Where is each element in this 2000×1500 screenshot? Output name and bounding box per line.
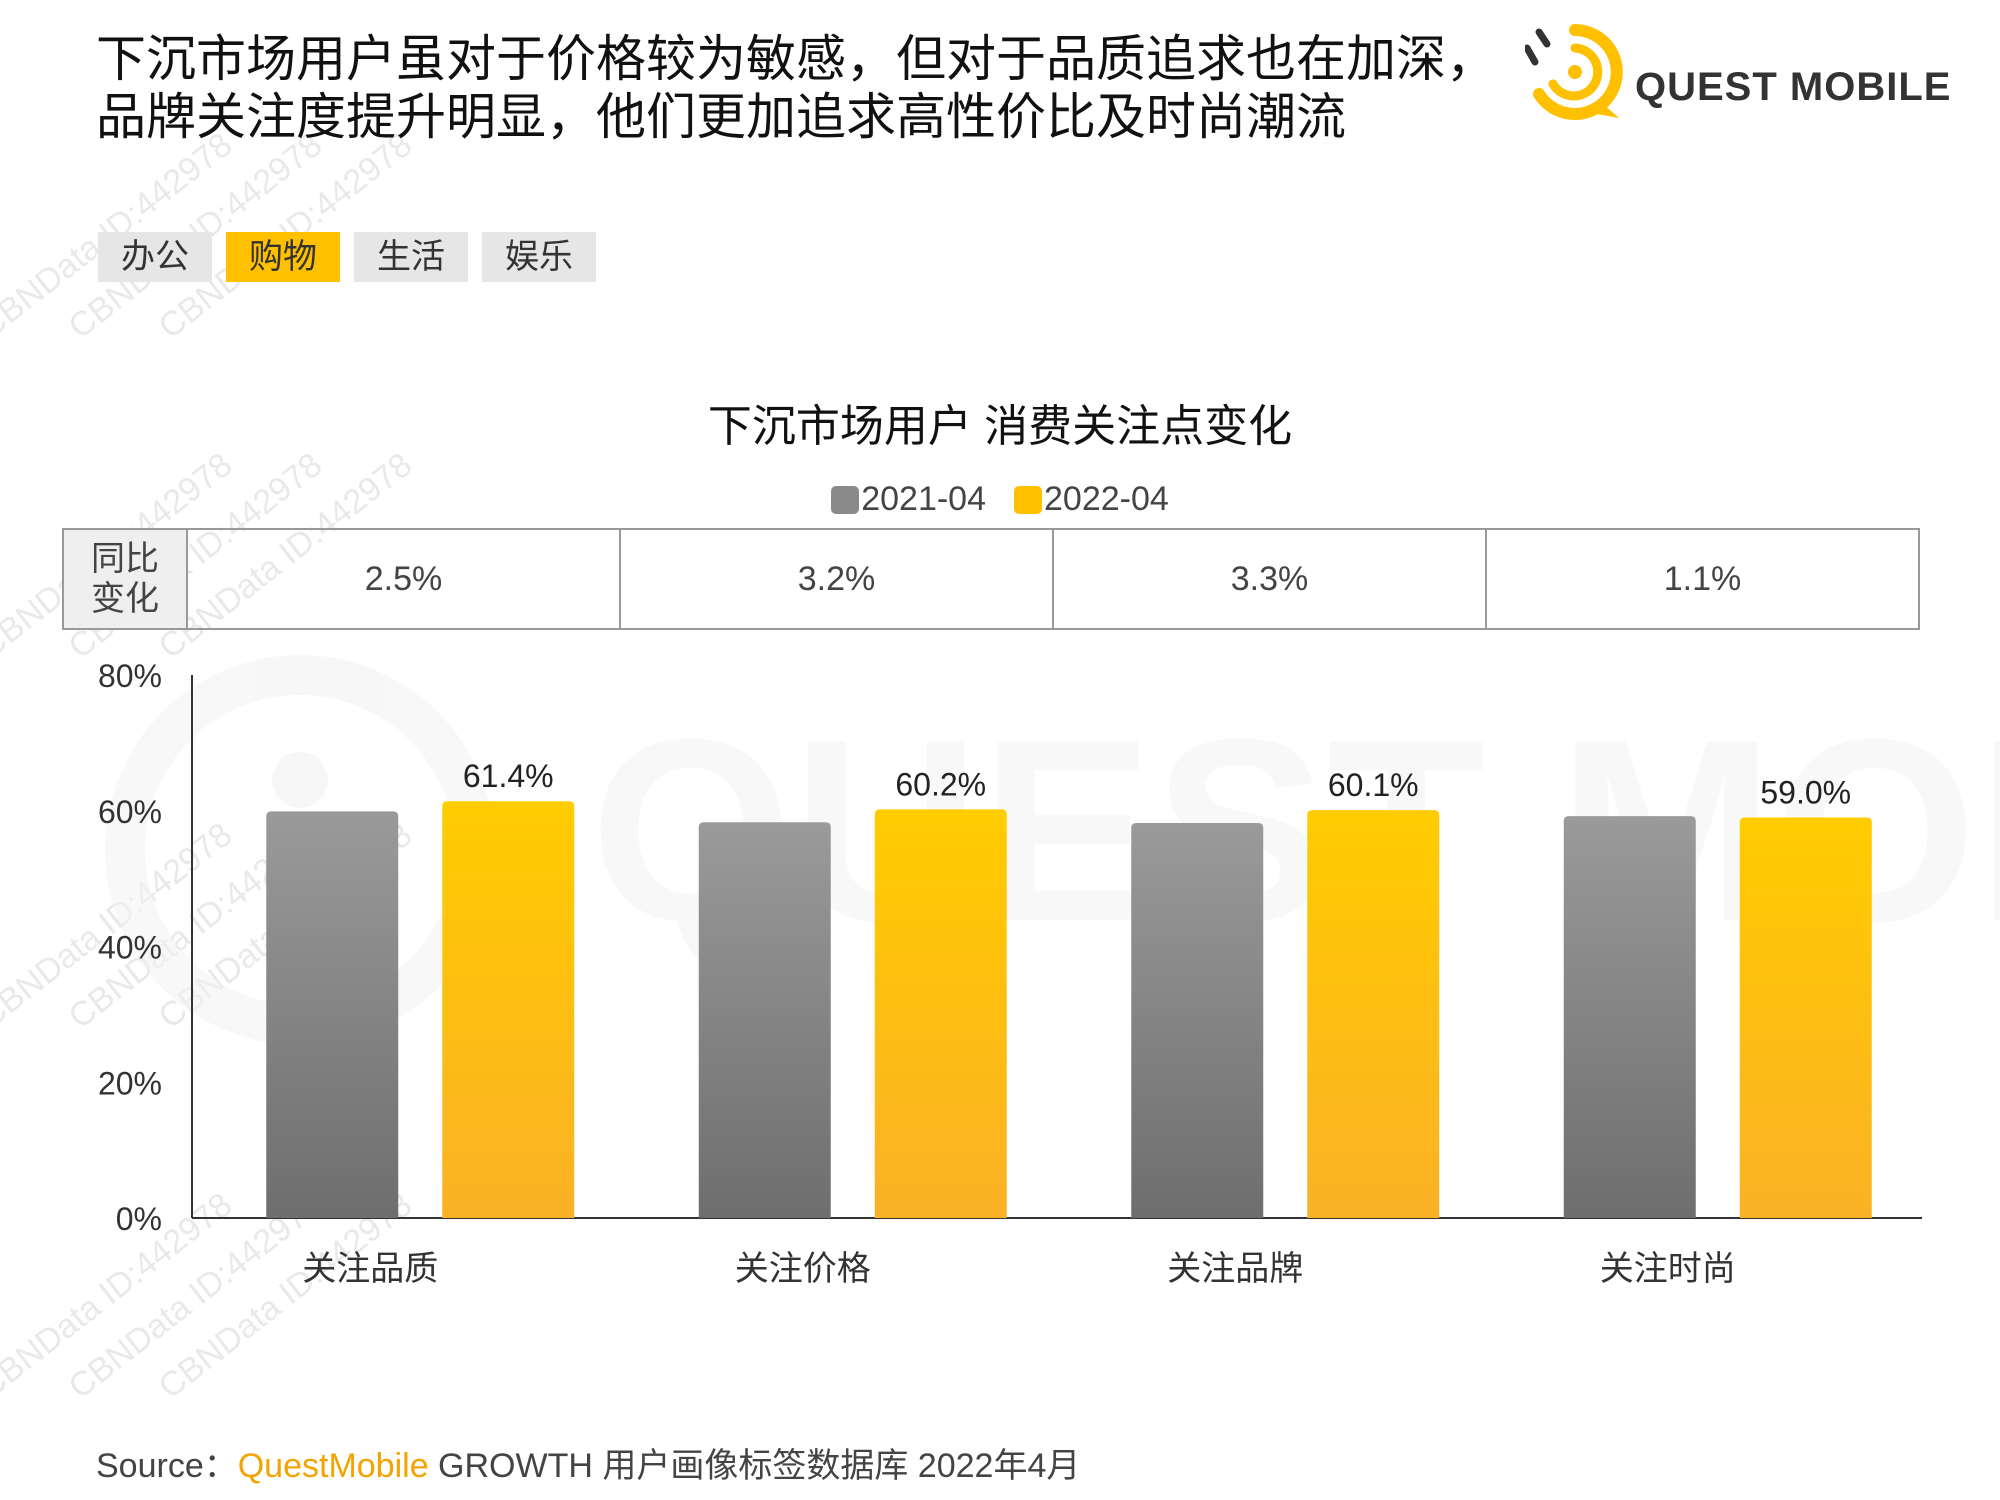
chart-title: 下沉市场用户 消费关注点变化: [707, 402, 1293, 451]
category-tabs: 办公 购物 生活 娱乐: [98, 232, 596, 282]
data-label: 60.1%: [1328, 767, 1419, 803]
tab-office[interactable]: 办公: [98, 232, 212, 282]
bar-2022: [442, 801, 575, 1218]
x-tick-label: 关注价格: [735, 1250, 871, 1288]
logo-text: QUEST MOBILE: [1635, 65, 1952, 109]
yoy-value-cell: 1.1%: [1485, 528, 1920, 630]
logo-icon: [1523, 24, 1623, 120]
tab-shopping[interactable]: 购物: [226, 232, 340, 282]
source-note: Source：QuestMobile GROWTH 用户画像标签数据库 2022…: [96, 1438, 1080, 1487]
yoy-value-cell: 3.3%: [1052, 528, 1487, 630]
x-tick-label: 关注时尚: [1600, 1250, 1736, 1288]
yoy-header-line-2: 变化: [91, 580, 159, 618]
bar-2022: [1739, 817, 1872, 1218]
y-tick-label: 40%: [98, 930, 162, 966]
data-label: 60.2%: [895, 766, 986, 802]
page-title-line-1: 下沉市场用户虽对于价格较为敏感，但对于品质追求也在加深，: [96, 31, 1496, 87]
legend-label-2022: 2022-04: [1044, 480, 1169, 518]
legend-label-2021: 2021-04: [861, 480, 986, 518]
page-title-line-2: 品牌关注度提升明显，他们更加追求高性价比及时尚潮流: [96, 89, 1346, 145]
data-label: 61.4%: [463, 758, 554, 794]
page-title: 下沉市场用户虽对于价格较为敏感，但对于品质追求也在加深， 品牌关注度提升明显，他…: [96, 30, 1516, 146]
yoy-header-cell: 同比 变化: [62, 528, 188, 630]
source-rest: GROWTH 用户画像标签数据库 2022年4月: [428, 1447, 1081, 1485]
y-tick-label: 60%: [98, 794, 162, 830]
yoy-change-table: 同比 变化 2.5% 3.2% 3.3% 1.1%: [62, 528, 1920, 630]
legend-swatch-2021: [831, 485, 860, 514]
yoy-row: 同比 变化 2.5% 3.2% 3.3% 1.1%: [62, 528, 1920, 630]
bar-2021: [1131, 822, 1264, 1218]
tab-entertainment[interactable]: 娱乐: [482, 232, 596, 282]
bar-2021: [266, 811, 399, 1218]
yoy-header-line-1: 同比: [91, 540, 159, 578]
x-tick-label: 关注品牌: [1167, 1250, 1303, 1288]
bar-2021: [698, 822, 831, 1218]
source-prefix: Source：: [96, 1447, 238, 1485]
y-tick-label: 20%: [98, 1065, 162, 1101]
tab-life[interactable]: 生活: [354, 232, 468, 282]
yoy-value-cell: 3.2%: [619, 528, 1054, 630]
legend-swatch-2022: [1014, 485, 1042, 514]
quest-mobile-logo: QUEST MOBILE: [1523, 22, 1985, 122]
legend-item-2022: 2022-04: [1014, 480, 1169, 519]
bar-2021: [1563, 816, 1696, 1218]
bar-2022: [874, 809, 1007, 1218]
chart-legend: 2021-04 2022-04: [0, 480, 2000, 519]
yoy-value-cell: 2.5%: [186, 528, 621, 630]
y-tick-label: 80%: [98, 658, 162, 694]
legend-item-2021: 2021-04: [831, 480, 986, 519]
data-label: 59.0%: [1760, 775, 1851, 811]
source-brand: QuestMobile: [237, 1447, 429, 1485]
bar-2022: [1307, 810, 1440, 1218]
x-tick-label: 关注品质: [302, 1250, 438, 1288]
y-tick-label: 0%: [116, 1201, 162, 1237]
